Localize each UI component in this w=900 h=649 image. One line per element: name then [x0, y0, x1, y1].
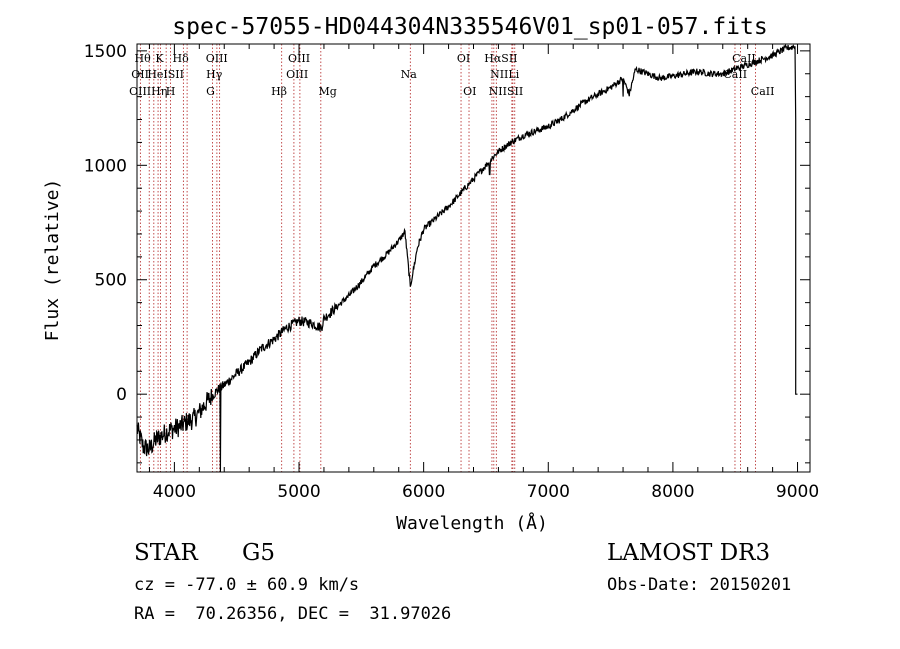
y-axis: 0 500 1000 1500	[84, 42, 810, 464]
line-label-9: HeISII	[147, 68, 184, 81]
x-tick-label-6000: 6000	[402, 482, 445, 502]
coordinates-info: RA = 70.26356, DEC = 31.97026	[134, 604, 452, 624]
line-label-5: OI	[457, 52, 470, 65]
spectral-line-markers	[139, 44, 756, 472]
line-label-3: OIII	[206, 52, 228, 65]
line-label-16: H	[166, 85, 176, 98]
line-label-2: Hδ	[173, 52, 190, 65]
x-axis: 4000 5000 6000 7000 8000 9000	[148, 44, 819, 502]
line-label-18: Hβ	[271, 85, 287, 98]
line-label-6: HαSII	[484, 52, 517, 65]
x-tick-label-8000: 8000	[651, 482, 694, 502]
observation-date: Obs-Date: 20150201	[607, 575, 792, 595]
y-tick-label-1000: 1000	[84, 156, 127, 176]
redshift-info: cz = -77.0 ± 60.9 km/s	[134, 575, 360, 595]
chart-title: spec-57055-HD044304N335546V01_sp01-057.f…	[172, 14, 767, 40]
x-tick-label-4000: 4000	[153, 482, 196, 502]
x-tick-label-5000: 5000	[277, 482, 320, 502]
line-label-19: Mg	[319, 85, 337, 98]
line-label-15: OIIIHη	[129, 85, 167, 98]
line-label-10: Hγ	[206, 68, 223, 81]
plot-frame	[136, 43, 811, 473]
y-axis-label: Flux (relative)	[42, 179, 63, 342]
line-label-13: NIILi	[490, 68, 520, 81]
x-tick-label-7000: 7000	[527, 482, 570, 502]
y-tick-label-1500: 1500	[84, 42, 127, 62]
object-class: STAR	[134, 540, 198, 566]
y-tick-label-500: 500	[95, 271, 127, 291]
line-label-1: K	[155, 52, 164, 65]
line-label-0: Hθ	[134, 52, 151, 65]
object-subclass: G5	[242, 540, 276, 566]
line-label-22: CaII	[751, 85, 775, 98]
line-label-7: CaII	[732, 52, 756, 65]
spectrum-line	[136, 43, 798, 473]
x-axis-label: Wavelength (Å)	[396, 512, 548, 534]
y-tick-label-0: 0	[116, 385, 127, 405]
line-label-11: OIII	[286, 68, 308, 81]
x-tick-label-9000: 9000	[776, 482, 819, 502]
survey-name: LAMOST DR3	[607, 540, 771, 566]
line-label-12: Na	[401, 68, 418, 81]
line-label-20: OI	[463, 85, 476, 98]
line-label-8: OII	[131, 68, 149, 81]
line-label-21: NIISII	[489, 85, 524, 98]
line-label-17: G	[206, 85, 215, 98]
line-label-4: OIII	[288, 52, 310, 65]
